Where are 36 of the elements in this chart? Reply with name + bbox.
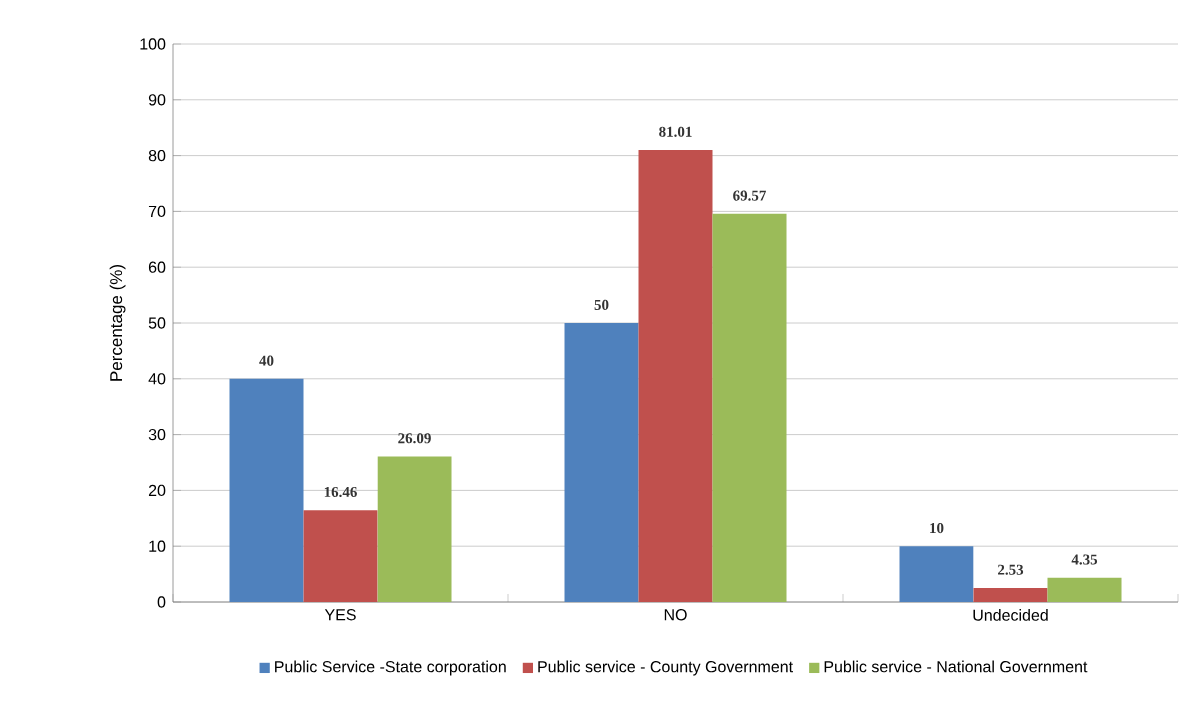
data-label: 4.35 <box>1071 554 1098 565</box>
data-label: 2.53 <box>998 564 1024 575</box>
legend-label: Public service - National Government <box>824 660 1088 673</box>
bar <box>303 510 378 602</box>
y-tick-label: 70 <box>148 205 166 218</box>
data-label: 10 <box>930 523 944 534</box>
bar <box>899 546 974 602</box>
y-tick-label: 30 <box>148 428 166 441</box>
data-label: 26.09 <box>398 433 431 444</box>
bar <box>229 378 304 602</box>
y-tick-label: 50 <box>148 317 166 329</box>
y-tick-label: 80 <box>148 149 166 162</box>
legend-label: Public Service -State corporation <box>275 660 506 676</box>
y-tick-label: 100 <box>140 38 166 50</box>
data-label: 81.01 <box>659 126 692 137</box>
legend-label: Public service - County Government <box>538 660 793 676</box>
data-label: 69.57 <box>733 190 766 201</box>
bar <box>712 213 787 602</box>
y-tick-label: 10 <box>149 540 166 552</box>
bar <box>377 456 452 602</box>
y-tick-label: 20 <box>148 484 166 497</box>
y-tick-label: 90 <box>148 94 166 106</box>
data-label: 40 <box>259 355 274 366</box>
x-tick-label: YES <box>324 609 356 621</box>
data-label: 50 <box>594 299 609 310</box>
x-tick-label: NO <box>664 609 687 621</box>
data-label: 16.46 <box>324 486 357 498</box>
y-tick-label: 60 <box>148 261 166 273</box>
y-axis-title: Percentage (%) <box>109 265 126 381</box>
x-tick-label: Undecided <box>973 609 1048 621</box>
y-tick-label: 0 <box>157 596 166 608</box>
bar <box>638 149 713 602</box>
bar <box>1047 577 1122 602</box>
y-tick-label: 40 <box>148 373 166 385</box>
bar <box>973 587 1048 602</box>
bar <box>564 323 639 602</box>
